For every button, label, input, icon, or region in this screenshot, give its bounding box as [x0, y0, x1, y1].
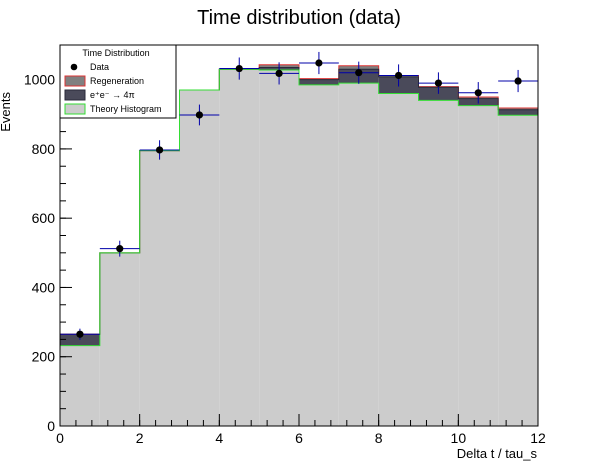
theory-bar: [418, 100, 459, 426]
data-point: [355, 69, 363, 77]
data-point: [315, 59, 323, 67]
legend-entry-label: Data: [90, 62, 109, 72]
data-point: [514, 77, 522, 85]
theory-outline: [59, 68, 539, 426]
data-point: [474, 89, 482, 97]
x-tick-label: 6: [295, 430, 303, 446]
x-tick-label: 4: [215, 430, 223, 446]
theory-bar: [179, 90, 220, 426]
e-e-4pi-bar: [60, 334, 100, 346]
x-tick-label: 12: [530, 430, 546, 446]
theory-bar: [99, 252, 140, 426]
x-tick-label: 0: [56, 430, 64, 446]
theory-bar: [299, 84, 339, 426]
x-tick-label: 8: [375, 430, 383, 446]
y-tick-label: 0: [47, 418, 55, 434]
theory-bar: [378, 93, 419, 426]
regeneration-bar: [299, 78, 339, 80]
data-point: [235, 64, 243, 73]
theory-bar: [139, 150, 180, 426]
e-e-4pi-bar: [498, 109, 538, 116]
y-tick-label: 600: [32, 210, 56, 226]
regeneration-bar: [498, 108, 538, 110]
y-tick-label: 400: [32, 279, 56, 295]
legend-entry-label: Theory Histogram: [90, 104, 162, 114]
theory-bar: [219, 69, 260, 426]
theory-bar: [338, 83, 379, 426]
legend-swatch: [64, 75, 86, 87]
plot-area: [59, 51, 539, 427]
legend-marker-data: [70, 63, 78, 71]
y-tick-label: 1000: [24, 72, 55, 88]
data-point: [434, 79, 443, 87]
y-tick-label: 800: [32, 141, 56, 157]
data-point: [155, 146, 164, 154]
data-point: [195, 111, 204, 119]
data-point: [394, 71, 403, 80]
theory-bar: [458, 105, 499, 426]
y-tick-label: 200: [32, 349, 56, 365]
chart-title: Time distribution (data): [197, 7, 401, 29]
data-point: [116, 245, 124, 253]
legend-entry-label: e⁺e⁻ → 4π: [90, 90, 135, 100]
theory-bar: [60, 345, 100, 426]
legend-entry-label: Regeneration: [90, 76, 144, 86]
legend-swatch: [64, 103, 86, 115]
theory-bar: [498, 115, 538, 426]
x-axis-label: Delta t / tau_s: [457, 446, 538, 461]
data-point: [76, 330, 84, 338]
legend-swatch: [64, 89, 86, 101]
legend: Time Distribution Data Regeneration e⁺e⁻ → …: [59, 44, 177, 119]
y-axis-label: Events: [0, 92, 13, 132]
data-point: [275, 69, 283, 78]
legend-title: Time Distribution: [82, 48, 149, 58]
e-e-4pi-bar: [299, 79, 339, 85]
x-tick-label: 2: [136, 430, 144, 446]
x-tick-label: 10: [451, 430, 467, 446]
theory-bar: [259, 69, 299, 427]
